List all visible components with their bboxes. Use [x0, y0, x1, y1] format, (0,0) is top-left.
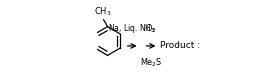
- Text: O$_3$: O$_3$: [145, 23, 157, 35]
- Text: Product :: Product :: [160, 41, 200, 50]
- Text: Me$_2$S: Me$_2$S: [140, 57, 162, 69]
- Text: CH$_3$: CH$_3$: [94, 5, 112, 18]
- Text: Na, Liq. NH$_3$: Na, Liq. NH$_3$: [108, 22, 156, 35]
